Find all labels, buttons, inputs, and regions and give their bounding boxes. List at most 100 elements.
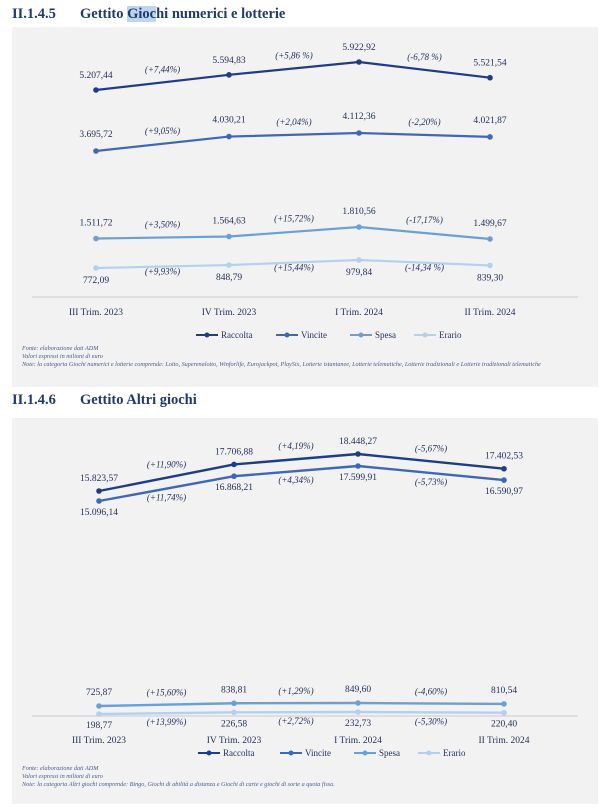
data-label: 226,58 bbox=[221, 719, 247, 729]
data-point-spesa bbox=[487, 236, 493, 242]
data-point-raccolta bbox=[487, 74, 493, 81]
chart-notes: Fonte: elaborazione dati ADM Valori espr… bbox=[22, 345, 582, 370]
legend-label-raccolta: Raccolta bbox=[223, 748, 254, 758]
change-label: (+7,44%) bbox=[145, 64, 180, 74]
data-label: 232,73 bbox=[345, 719, 371, 729]
section-number: II.1.4.6 bbox=[12, 392, 56, 408]
note-units: Valori espressi in milioni di euro bbox=[22, 353, 103, 361]
change-label: (+2,72%) bbox=[278, 716, 313, 726]
legend-label-vincite: Vincite bbox=[301, 330, 327, 340]
data-label: 4.112,36 bbox=[343, 112, 376, 122]
legend-label-spesa: Spesa bbox=[379, 748, 400, 758]
change-label: (+3,50%) bbox=[145, 220, 180, 230]
data-label: 17.402,53 bbox=[485, 452, 523, 462]
x-tick-label: IV Trim. 2023 bbox=[207, 736, 262, 746]
data-label: 1.564,63 bbox=[212, 216, 246, 226]
chart-giochi-numerici: 5.207,44 5.594,83 5.922,92 5.521,54 (+7,44%)… bbox=[32, 43, 578, 340]
data-point-erario bbox=[501, 709, 507, 716]
series-line-spesa bbox=[98, 701, 505, 708]
series-line-raccolta bbox=[98, 452, 505, 493]
data-label: 15.823,57 bbox=[80, 474, 118, 484]
data-label: 1.499,67 bbox=[473, 219, 507, 229]
data-label: 18.448,27 bbox=[339, 437, 377, 447]
data-point-vincite bbox=[226, 133, 232, 140]
data-point-spesa bbox=[226, 233, 232, 240]
data-label: 810,54 bbox=[491, 686, 517, 696]
data-label: 839,30 bbox=[477, 273, 503, 283]
series-line-erario bbox=[95, 258, 491, 270]
data-label: 3.695,72 bbox=[79, 130, 113, 140]
data-label: 15.096,14 bbox=[80, 508, 118, 518]
data-label: 4.030,21 bbox=[212, 116, 246, 126]
change-label: (-17,17%) bbox=[406, 215, 443, 225]
x-tick-label: III Trim. 2023 bbox=[72, 736, 126, 746]
data-point-erario bbox=[356, 257, 362, 263]
change-label: (+2,04%) bbox=[276, 117, 311, 127]
section-title-text: Gettito bbox=[80, 6, 128, 22]
change-label: (+11,90%) bbox=[147, 460, 186, 470]
data-label: 5.594,83 bbox=[212, 56, 246, 66]
data-point-erario bbox=[93, 265, 99, 271]
data-point-vincite bbox=[93, 148, 99, 154]
data-label: 4.021,87 bbox=[473, 116, 507, 126]
section-title-text: Gettito Altri giochi bbox=[80, 392, 197, 408]
change-label: (+4,19%) bbox=[278, 441, 313, 451]
data-point-vincite bbox=[231, 473, 237, 480]
x-tick-label: II Trim. 2024 bbox=[465, 308, 516, 318]
data-point-vincite bbox=[487, 134, 493, 140]
data-point-raccolta bbox=[356, 59, 362, 65]
data-point-vincite bbox=[501, 477, 507, 483]
data-label: 198,77 bbox=[86, 721, 112, 731]
change-label: (+1,29%) bbox=[278, 686, 313, 696]
legend-marker bbox=[358, 332, 364, 338]
legend-marker bbox=[284, 332, 290, 338]
data-point-erario bbox=[231, 709, 237, 716]
change-label: (-14,34 %) bbox=[405, 263, 444, 273]
legend-label-erario: Erario bbox=[439, 330, 462, 340]
note-units: Valori espressi in milioni di euro bbox=[22, 773, 103, 781]
note-source: Fonte: elaborazione dati ADM bbox=[22, 765, 99, 772]
series-line-spesa bbox=[95, 225, 491, 241]
legend-marker bbox=[426, 750, 432, 756]
data-point-raccolta bbox=[93, 87, 99, 93]
change-label: (+15,44%) bbox=[274, 263, 314, 273]
data-point-vincite bbox=[96, 498, 102, 504]
data-label: 838,81 bbox=[221, 685, 247, 695]
change-label: (+4,34%) bbox=[278, 475, 313, 485]
change-label: (-2,20%) bbox=[408, 117, 440, 127]
series-line-vincite bbox=[98, 464, 505, 503]
data-point-raccolta bbox=[96, 488, 102, 494]
legend-label-raccolta: Raccolta bbox=[221, 330, 252, 340]
data-point-raccolta bbox=[501, 465, 507, 472]
chart-panel-altri-giochi: 15.823,57 17.706,88 18.448,27 17.402,53 (+11… bbox=[12, 418, 598, 804]
data-label: 848,79 bbox=[216, 273, 242, 283]
change-label: (+13,99%) bbox=[147, 717, 187, 727]
change-label: (-6,78 %) bbox=[407, 52, 442, 62]
data-label: 5.207,44 bbox=[79, 71, 113, 81]
x-tick-label: I Trim. 2024 bbox=[335, 308, 383, 318]
data-label: 979,84 bbox=[346, 268, 372, 278]
data-point-spesa bbox=[356, 224, 362, 230]
section-title-text-rest: hi numerici e lotterie bbox=[156, 6, 286, 22]
change-label: (+15,60%) bbox=[147, 688, 187, 698]
x-tick-label: II Trim. 2024 bbox=[479, 736, 530, 746]
legend-marker bbox=[362, 750, 368, 756]
data-label: 17.706,88 bbox=[215, 447, 253, 457]
change-label: (+15,72%) bbox=[274, 214, 314, 224]
legend-marker bbox=[204, 332, 210, 338]
data-label: 5.922,92 bbox=[342, 43, 376, 53]
data-point-vincite bbox=[355, 463, 361, 469]
data-point-spesa bbox=[93, 235, 99, 242]
data-label: 5.521,54 bbox=[473, 59, 507, 69]
data-point-erario bbox=[226, 262, 232, 268]
change-label: (-5,73%) bbox=[415, 477, 447, 487]
note-category: Note: la categoria Giochi numerici e lot… bbox=[22, 361, 541, 369]
data-label: 772,09 bbox=[83, 276, 109, 286]
data-point-spesa bbox=[231, 700, 237, 707]
chart-notes: Fonte: elaborazione dati ADM Valori espr… bbox=[22, 765, 582, 790]
section-title-2: II.1.4.6 Gettito Altri giochi bbox=[12, 392, 197, 409]
chart-altri-giochi: 15.823,57 17.706,88 18.448,27 17.402,53 (+11… bbox=[32, 437, 578, 758]
legend-marker bbox=[288, 750, 294, 756]
note-category: Note: la categoria Altri giochi comprend… bbox=[22, 781, 335, 789]
data-label: 16.590,97 bbox=[485, 487, 523, 497]
